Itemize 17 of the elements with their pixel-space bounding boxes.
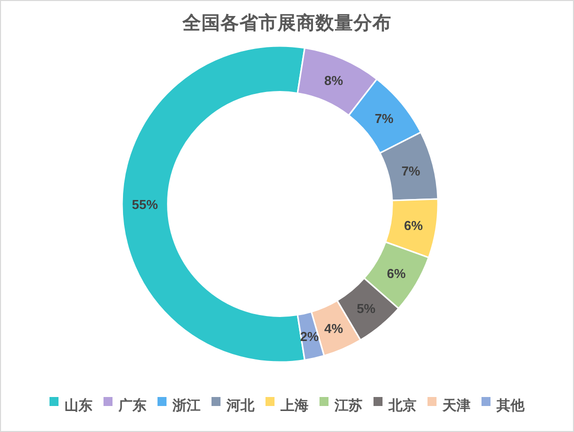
- legend-label: 江苏: [334, 397, 362, 413]
- legend-label: 北京: [388, 397, 416, 413]
- data-label: 6%: [404, 218, 424, 234]
- legend-label: 上海: [280, 397, 308, 413]
- data-label: 6%: [386, 266, 406, 281]
- data-label: 55%: [132, 197, 158, 212]
- data-label: 4%: [324, 320, 344, 336]
- legend-label: 河北: [226, 397, 256, 413]
- data-label: 7%: [401, 163, 421, 178]
- legend-label: 浙江: [172, 397, 200, 413]
- legend-label: 其他: [496, 397, 526, 413]
- data-label: 7%: [374, 110, 394, 126]
- legend-label: 山东: [64, 397, 92, 413]
- legend-label: 天津: [442, 397, 470, 413]
- chart-title: 全国各省市展商数量分布: [182, 12, 392, 33]
- legend-label: 广东: [118, 397, 146, 413]
- data-label: 8%: [324, 73, 344, 88]
